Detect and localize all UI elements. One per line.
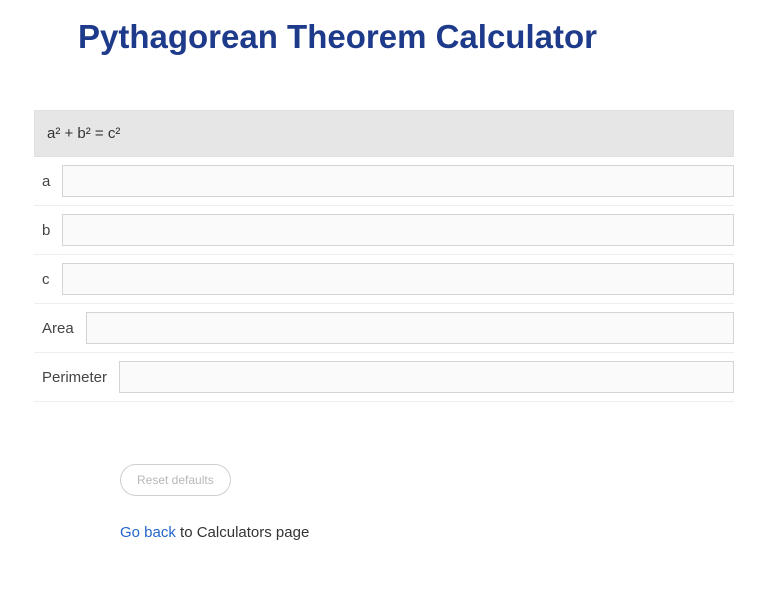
input-perimeter[interactable] xyxy=(119,361,734,393)
bottom-area: Reset defaults Go back to Calculators pa… xyxy=(0,464,768,541)
input-a[interactable] xyxy=(62,165,734,197)
field-row-c: c xyxy=(34,255,734,304)
input-area[interactable] xyxy=(86,312,734,344)
input-c[interactable] xyxy=(62,263,735,295)
field-label-b: b xyxy=(42,222,54,239)
field-label-a: a xyxy=(42,173,54,190)
input-b[interactable] xyxy=(62,214,734,246)
field-label-perimeter: Perimeter xyxy=(42,369,111,386)
go-back-link[interactable]: Go back xyxy=(120,524,176,541)
formula-display: a² + b² = c² xyxy=(34,110,734,157)
field-row-b: b xyxy=(34,206,734,255)
field-row-area: Area xyxy=(34,304,734,353)
field-row-perimeter: Perimeter xyxy=(34,353,734,402)
field-label-c: c xyxy=(42,271,54,288)
form-area: a² + b² = c² a b c Area Perimeter xyxy=(0,110,768,402)
nav-line: Go back to Calculators page xyxy=(120,524,768,541)
calculator-container: Pythagorean Theorem Calculator a² + b² =… xyxy=(0,0,768,541)
field-label-area: Area xyxy=(42,320,78,337)
nav-suffix: to Calculators page xyxy=(176,524,309,541)
page-title: Pythagorean Theorem Calculator xyxy=(0,0,768,56)
reset-defaults-button[interactable]: Reset defaults xyxy=(120,464,231,496)
field-row-a: a xyxy=(34,157,734,206)
